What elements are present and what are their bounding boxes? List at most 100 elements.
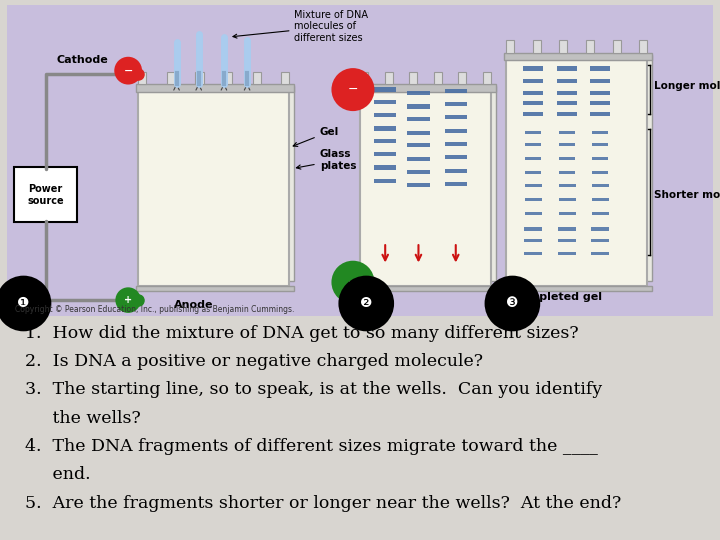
Bar <box>506 40 514 53</box>
Bar <box>559 40 567 53</box>
Bar <box>253 72 261 84</box>
Bar <box>358 286 496 291</box>
Bar <box>592 212 609 215</box>
Bar <box>523 101 544 105</box>
Text: +: + <box>124 295 132 305</box>
Text: Mixture of DNA
molecules of
different sizes: Mixture of DNA molecules of different si… <box>233 10 369 43</box>
Bar <box>365 86 496 281</box>
Bar <box>445 129 467 133</box>
Text: Anode: Anode <box>174 300 213 310</box>
Bar <box>559 143 575 146</box>
Bar <box>557 101 577 105</box>
Text: Shorter molecules: Shorter molecules <box>654 190 720 200</box>
Bar <box>408 104 430 109</box>
Text: −: − <box>348 276 358 289</box>
Text: Copyright © Pearson Education, Inc., publishing as Benjamin Cummings.: Copyright © Pearson Education, Inc., pub… <box>15 305 294 314</box>
Bar <box>433 72 442 84</box>
Bar <box>374 139 396 143</box>
Text: 5.  Are the fragments shorter or longer near the wells?  At the end?: 5. Are the fragments shorter or longer n… <box>25 495 621 511</box>
Text: end.: end. <box>25 467 91 483</box>
Bar <box>592 157 608 160</box>
Bar <box>445 155 467 159</box>
Bar <box>445 115 467 119</box>
Bar <box>374 100 396 104</box>
Bar <box>526 212 542 215</box>
Text: −: − <box>348 83 358 96</box>
Bar <box>524 239 542 242</box>
Bar <box>138 92 289 286</box>
Bar <box>408 131 430 135</box>
Text: ❶: ❶ <box>17 296 30 310</box>
Text: Cathode: Cathode <box>57 55 109 65</box>
Text: Completed gel: Completed gel <box>511 292 601 302</box>
Bar <box>591 239 609 242</box>
Bar <box>557 252 576 255</box>
Bar <box>533 40 541 53</box>
Bar <box>557 66 577 71</box>
Bar <box>408 157 430 161</box>
Bar <box>282 72 289 84</box>
Bar <box>358 84 496 92</box>
Bar <box>559 131 575 134</box>
Bar <box>360 92 491 286</box>
FancyBboxPatch shape <box>14 167 77 222</box>
Text: Power
source: Power source <box>27 184 64 206</box>
FancyBboxPatch shape <box>5 3 715 318</box>
Text: Longer molecules: Longer molecules <box>654 82 720 91</box>
Bar <box>590 79 610 83</box>
Bar <box>196 72 204 84</box>
Bar <box>136 84 294 92</box>
Bar <box>559 198 576 201</box>
Bar <box>590 66 610 71</box>
Bar <box>445 102 467 106</box>
Bar <box>586 40 594 53</box>
Bar <box>523 66 544 71</box>
Bar <box>557 239 576 242</box>
Bar <box>506 60 647 286</box>
Bar <box>374 165 396 170</box>
Bar <box>559 212 576 215</box>
Bar <box>511 55 652 281</box>
Bar <box>445 182 467 186</box>
Bar <box>524 252 542 255</box>
Bar <box>524 227 542 231</box>
Bar <box>613 40 621 53</box>
Bar <box>526 143 541 146</box>
Bar <box>384 72 392 84</box>
Bar <box>138 72 146 84</box>
Bar <box>483 72 491 84</box>
Bar <box>445 89 467 93</box>
Bar <box>591 227 609 231</box>
Bar <box>523 91 544 95</box>
Bar <box>526 198 542 201</box>
Bar <box>526 171 541 174</box>
Text: 1.  How did the mixture of DNA get to so many different sizes?: 1. How did the mixture of DNA get to so … <box>25 325 579 341</box>
Bar <box>445 142 467 146</box>
Bar <box>592 171 608 174</box>
Bar <box>559 157 575 160</box>
Bar <box>445 168 467 173</box>
Bar <box>557 91 577 95</box>
Bar <box>374 87 396 92</box>
Bar <box>590 112 610 116</box>
Text: the wells?: the wells? <box>25 410 141 427</box>
Bar <box>639 40 647 53</box>
Bar <box>559 171 575 174</box>
Bar <box>557 112 577 116</box>
Bar <box>408 183 430 187</box>
Text: Glass
plates: Glass plates <box>297 150 356 171</box>
Bar <box>590 101 610 105</box>
Text: ❷: ❷ <box>360 296 372 310</box>
Text: 2.  Is DNA a positive or negative charged molecule?: 2. Is DNA a positive or negative charged… <box>25 353 483 370</box>
Bar <box>526 184 542 187</box>
Text: −: − <box>123 66 133 76</box>
Bar <box>557 79 577 83</box>
Bar <box>592 131 608 134</box>
Bar <box>374 179 396 183</box>
Bar <box>523 112 544 116</box>
Bar <box>504 286 652 291</box>
Bar <box>374 113 396 117</box>
Bar <box>408 170 430 174</box>
Bar <box>409 72 418 84</box>
Bar <box>408 143 430 147</box>
